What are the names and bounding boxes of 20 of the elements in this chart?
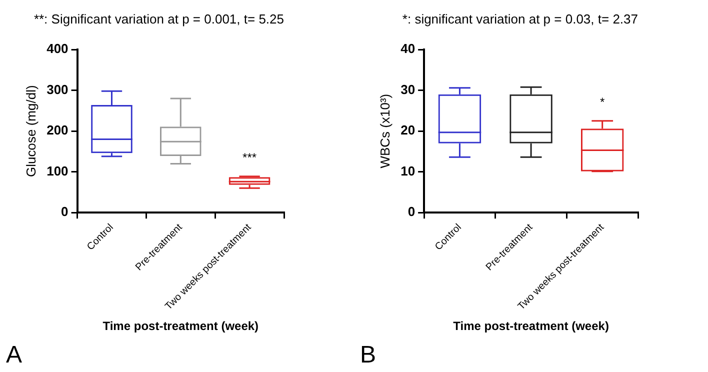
text: B (360, 342, 376, 369)
annotation: *** (242, 150, 257, 165)
y-tick-label: 0 (61, 204, 68, 220)
y-axis-title: Glucose (mg/dl) (23, 85, 38, 177)
chart-title: **: Significant variation at p = 0.001, t= 5.25 (34, 11, 284, 26)
text: A (6, 342, 22, 369)
y-tick-label: 300 (46, 82, 68, 97)
y-tick-label: 40 (400, 41, 416, 56)
y-tick-label: 0 (408, 204, 416, 220)
y-tick-label: 30 (400, 82, 416, 97)
y-axis-title: WBCs (x10³) (377, 94, 392, 168)
x-axis-title: Time post-treatment (week) (102, 319, 259, 334)
y-tick-label: 400 (46, 41, 68, 56)
annotation: * (600, 95, 606, 110)
y-tick-label: 100 (46, 163, 68, 178)
y-tick-label: 20 (400, 122, 416, 138)
y-tick-label: 10 (400, 163, 416, 178)
chart-title: *: significant variation at p = 0.03, t= 2.37 (402, 11, 638, 26)
y-tick-label: 200 (46, 122, 68, 138)
x-axis-title: Time post-treatment (week) (453, 319, 609, 334)
